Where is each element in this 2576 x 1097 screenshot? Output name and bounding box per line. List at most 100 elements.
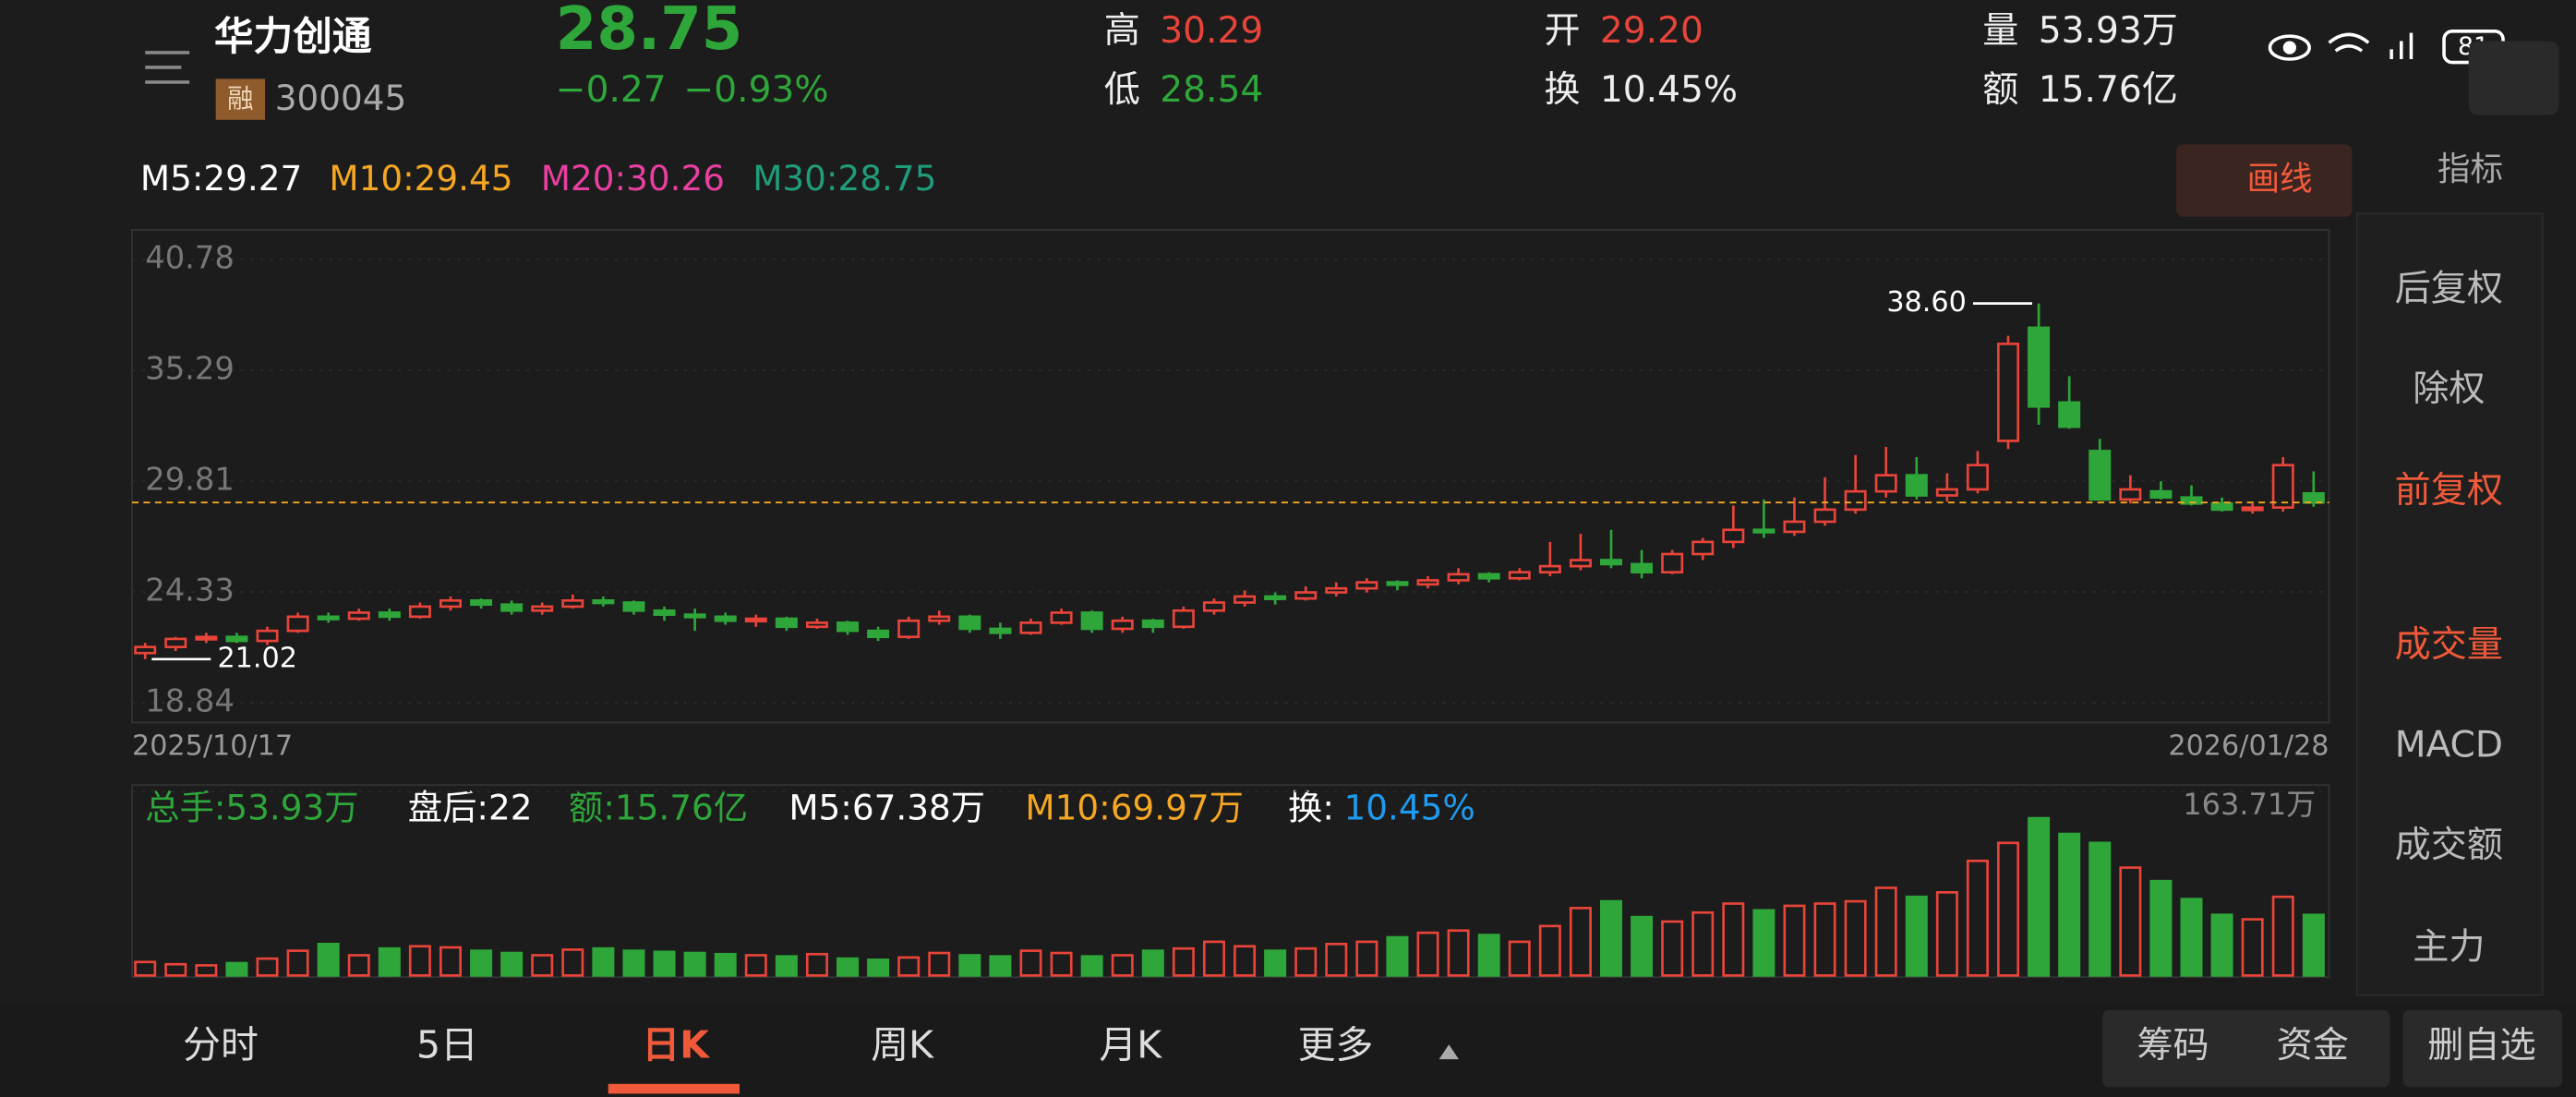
tab[interactable]: 分时	[183, 1023, 259, 1067]
volume-bar	[2210, 913, 2233, 977]
volume-bar	[1416, 931, 1439, 977]
side-menu-item[interactable]: 除权	[2413, 368, 2485, 410]
menu-icon[interactable]	[145, 51, 190, 84]
vol-m5: M5:67.38万	[788, 787, 985, 827]
volume-bar	[897, 956, 921, 977]
volume-bar	[2241, 918, 2264, 977]
volume-bar	[1905, 895, 1928, 977]
volume-bar	[622, 949, 645, 977]
volume-bar	[2271, 895, 2294, 977]
candle-body	[317, 615, 340, 621]
volume-bar	[1599, 899, 1623, 977]
volume-bar	[164, 962, 187, 977]
candle-body	[2088, 450, 2112, 501]
tab[interactable]: 更多	[1298, 1023, 1374, 1067]
candle-body	[1722, 528, 1745, 544]
candle-body	[2058, 401, 2081, 428]
volume-bar	[1111, 954, 1134, 977]
ma20: M20:30.26	[541, 158, 725, 199]
candle-body	[1508, 571, 1531, 580]
candle-body	[1416, 579, 1439, 586]
candle-body	[531, 605, 554, 612]
volume-bar	[1202, 940, 1225, 977]
side-panel	[2355, 212, 2544, 996]
volume-bar	[1752, 909, 1776, 977]
tab[interactable]: 日K	[642, 1023, 710, 1067]
y-tick-label: 29.81	[145, 462, 235, 498]
tab[interactable]: 周K	[871, 1023, 934, 1067]
v-tick-label: 163.71万	[2183, 787, 2316, 822]
label: 低	[1104, 69, 1140, 111]
candle-body	[805, 621, 828, 629]
action-box	[2102, 1009, 2390, 1088]
candle-body	[897, 619, 921, 639]
candle-body	[1661, 552, 1684, 574]
volume-bar	[1386, 935, 1409, 977]
candle-body	[1202, 601, 1225, 612]
candle-body	[1631, 562, 1654, 574]
tab[interactable]: 月K	[1099, 1023, 1162, 1067]
max-label: 38.60	[1886, 286, 1967, 319]
side-menu-item[interactable]: 成交额	[2395, 825, 2503, 866]
volume-bar	[989, 955, 1012, 977]
candle-body	[714, 615, 737, 622]
candle-body	[1569, 559, 1592, 568]
tab[interactable]: 5日	[416, 1023, 478, 1067]
candle-body	[653, 609, 676, 616]
stock-name: 华力创通	[214, 14, 372, 60]
action[interactable]: 资金	[2277, 1025, 2349, 1067]
candle-body	[1966, 464, 1989, 491]
low: 28.54	[1160, 69, 1263, 111]
volume-bar	[1172, 946, 1195, 977]
candle-body	[1325, 586, 1348, 594]
open: 29.20	[1600, 10, 1703, 52]
candle-body	[1752, 528, 1776, 534]
candle-body	[1874, 474, 1897, 493]
volume-bar	[1294, 946, 1318, 977]
candle-body	[1599, 559, 1623, 566]
ma30: M30:28.75	[752, 158, 936, 199]
candle-body	[408, 605, 431, 619]
volume-bar	[714, 952, 737, 977]
candle-body	[164, 637, 187, 649]
volume-bar	[744, 954, 767, 977]
side-menu-item[interactable]: MACD	[2395, 725, 2503, 766]
side-menu-item[interactable]: 主力	[2413, 926, 2485, 968]
candle-body	[775, 617, 798, 629]
side-menu-item[interactable]: 前复权	[2395, 470, 2503, 512]
candle-body	[1386, 581, 1409, 586]
price: 28.75	[556, 0, 743, 64]
volume-bar	[1325, 942, 1348, 977]
volume-bar	[1691, 910, 1715, 977]
volume-bar	[1264, 949, 1287, 977]
volume-bar	[1966, 859, 1989, 977]
candle-body	[470, 599, 493, 607]
volume-bar	[1569, 907, 1592, 977]
volume-bar	[2302, 913, 2325, 977]
candle-body	[989, 627, 1012, 634]
button[interactable]	[2468, 41, 2559, 115]
action[interactable]: 删自选	[2427, 1025, 2535, 1067]
volume: 53.93万	[2039, 10, 2178, 52]
candle-body	[1019, 621, 1042, 634]
candle-body	[1050, 611, 1073, 624]
volume-bar	[1050, 951, 1073, 977]
candle-body	[928, 615, 951, 622]
draw-button[interactable]	[2176, 144, 2353, 217]
action[interactable]: 筹码	[2137, 1025, 2209, 1067]
candle-body	[1813, 508, 1836, 524]
side-menu-item[interactable]: 后复权	[2395, 268, 2503, 309]
change: −0.27	[556, 69, 667, 111]
price-panel	[131, 229, 2330, 724]
candle-body	[2271, 464, 2294, 510]
y-tick-label: 24.33	[145, 572, 235, 608]
volume-bar	[134, 960, 157, 977]
y-tick-label: 18.84	[145, 683, 235, 719]
candle-body	[439, 599, 462, 609]
side-menu-item[interactable]: 成交量	[2395, 624, 2503, 666]
volume-bar	[470, 949, 493, 977]
candle-body	[256, 629, 279, 643]
volume-bar	[2119, 866, 2142, 977]
indicator-button[interactable]: 指标	[2438, 151, 2503, 188]
